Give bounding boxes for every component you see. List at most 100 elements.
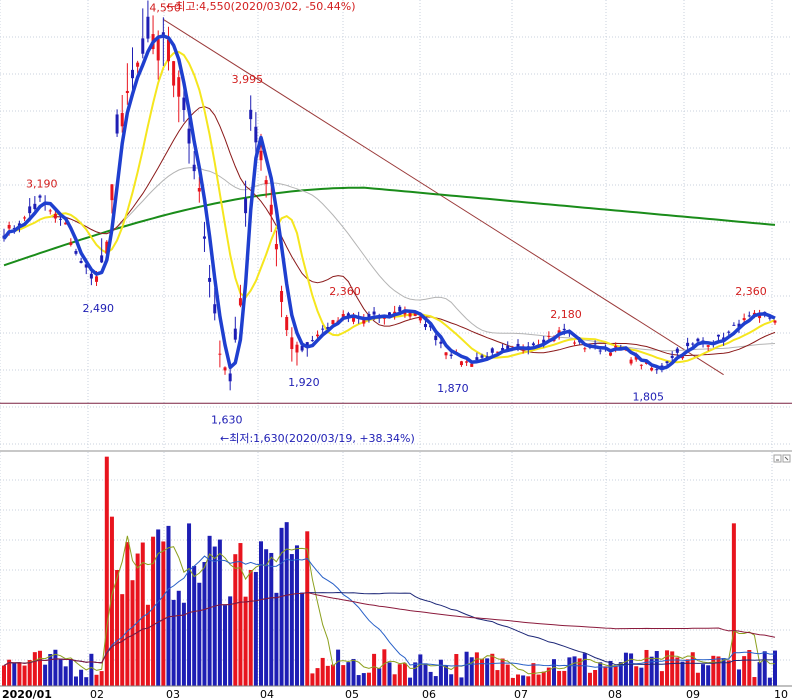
candle-body: [244, 198, 248, 214]
candle-body: [218, 353, 222, 355]
volume-bar: [238, 543, 243, 690]
candle-body: [732, 324, 736, 326]
volume-bar: [505, 664, 510, 690]
volume-bar: [187, 523, 192, 690]
x-tick-label: 07: [514, 688, 528, 700]
peak-label: 1,920: [288, 376, 320, 389]
minimize-icon[interactable]: [773, 454, 782, 463]
volume-bar: [721, 658, 726, 690]
volume-bar: [418, 654, 423, 690]
volume-bar: [253, 571, 258, 690]
candle-body: [418, 316, 422, 321]
volume-bar: [305, 531, 310, 690]
volume-bar: [330, 664, 335, 690]
volume-bar: [402, 663, 407, 690]
volume-bar: [176, 590, 181, 690]
candle-body: [269, 204, 273, 215]
volume-bar: [737, 669, 742, 690]
volume-bar: [346, 662, 351, 690]
volume-bar: [7, 659, 12, 690]
candle-body: [264, 180, 268, 185]
candle-body: [439, 341, 443, 344]
candle-body: [89, 273, 93, 279]
candle-body: [38, 195, 42, 198]
volume-bar: [336, 649, 341, 690]
volume-bar: [315, 668, 320, 690]
candle-body: [233, 328, 237, 340]
price-panel: 3,190 4,550 3,995 2,360 2,180 2,360 2,490 1,630…: [0, 0, 792, 445]
volume-bar: [48, 654, 53, 690]
volume-bar: [320, 657, 325, 690]
x-tick-label: 09: [686, 688, 700, 700]
volume-bar: [762, 651, 767, 690]
volume-bar: [197, 582, 202, 690]
volume-bar: [639, 667, 644, 690]
candle-body: [131, 69, 134, 79]
volume-bar: [587, 672, 592, 690]
candle-body: [136, 62, 140, 67]
volume-bar: [171, 599, 176, 690]
vol-ma-120: [3, 591, 776, 667]
volume-bar: [58, 659, 63, 690]
x-tick-label: 05: [345, 688, 359, 700]
volume-bar: [675, 657, 680, 690]
volume-bar: [706, 665, 711, 690]
volume-bar: [156, 529, 161, 690]
volume-bar: [459, 677, 464, 690]
candle-body: [495, 351, 499, 353]
volume-bar: [577, 658, 582, 690]
candle-body: [686, 342, 690, 347]
volume-bar: [603, 666, 608, 690]
candle-body: [59, 218, 63, 220]
volume-bar: [408, 677, 413, 690]
volume-bar: [423, 663, 428, 690]
volume-bar: [469, 657, 474, 690]
candle-body: [161, 32, 165, 36]
vol-ma-20: [3, 555, 775, 668]
volume-bar: [145, 604, 150, 690]
volume-bar: [752, 677, 757, 690]
candle-body: [177, 77, 181, 97]
volume-bar: [413, 662, 418, 690]
candle-body: [768, 317, 772, 319]
volume-bar: [567, 657, 572, 690]
candle-body: [274, 244, 278, 250]
volume-bar: [557, 670, 562, 690]
volume-bar: [351, 658, 356, 690]
candle-body: [665, 361, 669, 364]
volume-bar: [757, 662, 762, 690]
x-tick-label: 02: [90, 688, 104, 700]
volume-bar: [716, 656, 721, 690]
min-annotation: ←최저:1,630(2020/03/19, +38.34%): [220, 432, 415, 445]
volume-bar: [490, 653, 495, 690]
candle-body: [583, 348, 587, 350]
candle-body: [115, 114, 119, 134]
volume-bar: [773, 650, 777, 690]
volume-bar: [89, 653, 94, 690]
x-tick-label: 10: [774, 688, 788, 700]
volume-bar: [685, 659, 690, 690]
volume-bar: [310, 673, 315, 690]
candle-body: [223, 367, 227, 371]
volume-bar: [325, 665, 330, 690]
volume-bar: [104, 456, 109, 690]
candle-body: [100, 255, 104, 263]
candle-body: [84, 264, 88, 268]
max-annotation: ←최고:4,550(2020/03/02, -50.44%): [166, 0, 356, 13]
price-grid: [0, 0, 792, 450]
candle-body: [691, 343, 695, 345]
panel-controls[interactable]: [773, 454, 791, 463]
candle-body: [737, 323, 741, 328]
volume-bar: [17, 662, 22, 690]
volume-bar: [618, 662, 623, 690]
candle-body: [675, 348, 679, 353]
volume-bar: [598, 662, 603, 690]
volume-bar: [94, 674, 99, 690]
volume-bar: [341, 665, 346, 690]
candle-body: [501, 348, 505, 351]
volume-bar: [701, 664, 706, 690]
volume-bar: [202, 562, 207, 690]
volume-bar: [12, 663, 17, 690]
candle-body: [23, 217, 27, 219]
candle-body: [490, 348, 494, 353]
